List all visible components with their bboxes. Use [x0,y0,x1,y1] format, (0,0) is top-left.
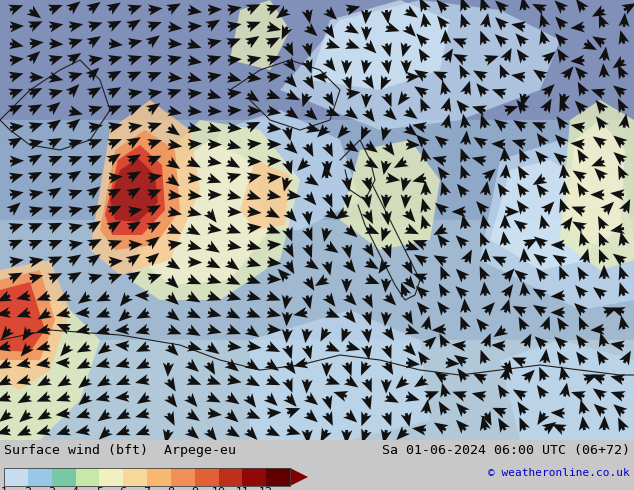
Bar [100,468,123,486]
Text: 1: 1 [1,487,8,490]
Bar [28,468,51,486]
Bar [147,468,171,486]
Text: Sa 01-06-2024 06:00 UTC (06+72): Sa 01-06-2024 06:00 UTC (06+72) [382,444,630,457]
Polygon shape [130,120,300,300]
Text: 10: 10 [212,487,226,490]
Polygon shape [480,140,634,310]
Polygon shape [0,300,100,440]
Polygon shape [100,130,180,250]
Polygon shape [250,310,430,440]
Polygon shape [105,145,165,235]
Bar [4,468,28,486]
Bar [123,468,147,486]
Bar [0,120,634,220]
Text: © weatheronline.co.uk: © weatheronline.co.uk [488,468,630,478]
Bar [0,220,634,340]
Polygon shape [280,0,560,130]
Polygon shape [0,282,45,352]
Polygon shape [290,468,308,486]
Text: Surface wind (bft)  Arpege-eu: Surface wind (bft) Arpege-eu [4,444,236,457]
Bar [4,468,290,486]
Polygon shape [0,270,55,360]
Polygon shape [0,260,70,390]
Text: 6: 6 [120,487,127,490]
Polygon shape [230,0,290,70]
Bar [266,468,290,486]
Bar [171,468,195,486]
Polygon shape [90,100,200,275]
Polygon shape [565,120,625,245]
Text: 2: 2 [24,487,32,490]
Polygon shape [310,0,450,90]
Polygon shape [110,158,158,222]
Polygon shape [240,160,290,230]
Bar [195,468,219,486]
Text: 4: 4 [72,487,79,490]
Polygon shape [140,140,270,285]
Bar [219,468,242,486]
Polygon shape [560,100,634,270]
Polygon shape [500,340,634,440]
Polygon shape [490,160,600,270]
Polygon shape [200,110,360,230]
Polygon shape [340,140,440,250]
Bar [0,340,634,440]
Text: 5: 5 [96,487,103,490]
Text: 12: 12 [259,487,273,490]
Bar [0,0,634,120]
Bar [51,468,75,486]
Text: 3: 3 [48,487,55,490]
Bar [242,468,266,486]
Bar [75,468,100,486]
Text: 7: 7 [143,487,150,490]
Text: 11: 11 [235,487,249,490]
Text: 9: 9 [191,487,198,490]
Text: 8: 8 [167,487,174,490]
